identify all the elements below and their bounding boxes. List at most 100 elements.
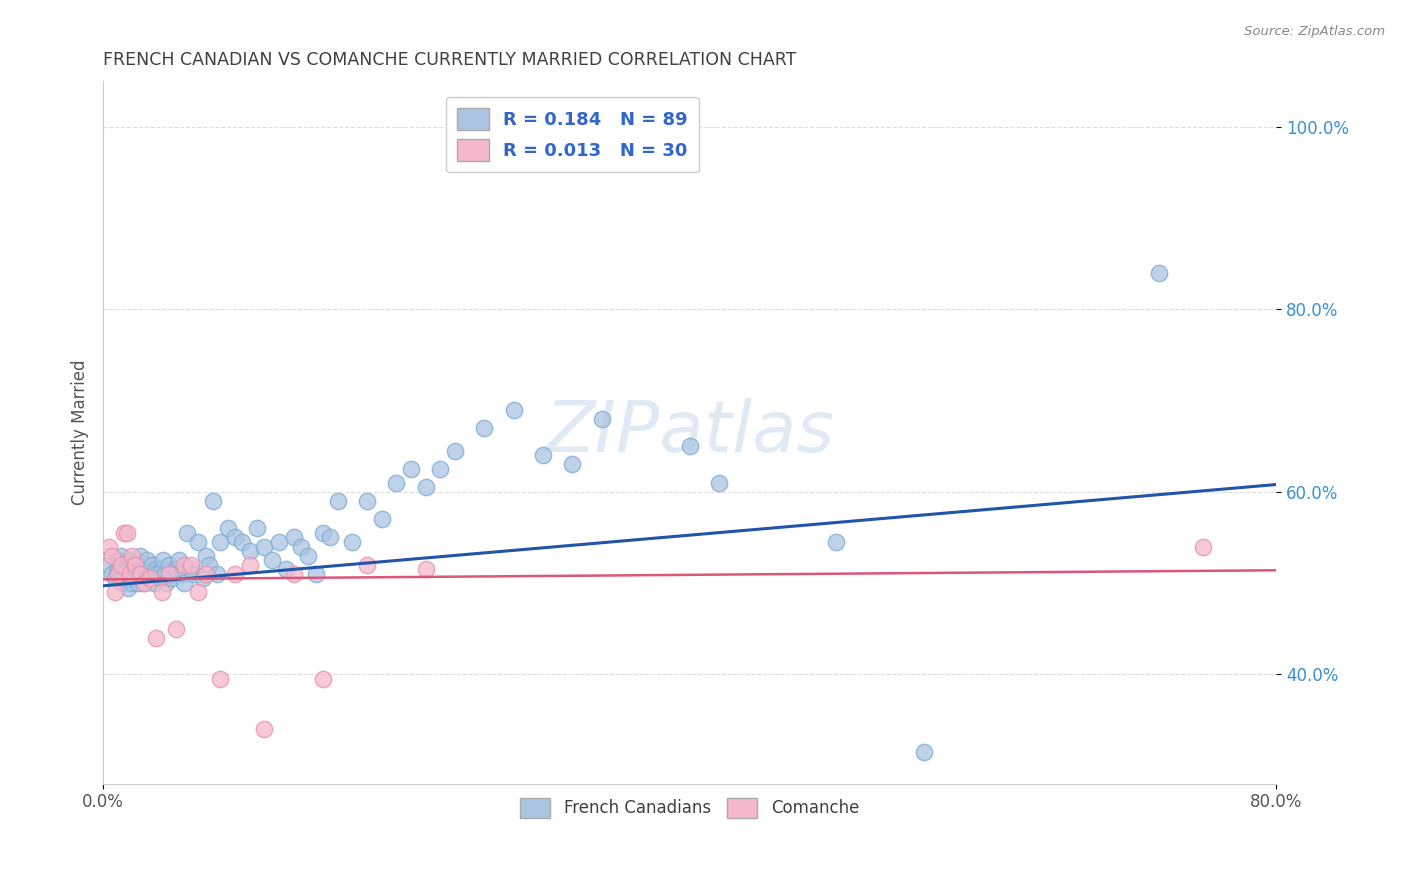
Point <box>143 576 166 591</box>
Point <box>187 535 209 549</box>
Legend: French Canadians, Comanche: French Canadians, Comanche <box>513 791 866 824</box>
Point <box>153 566 176 581</box>
Point <box>444 443 467 458</box>
Point <box>160 572 183 586</box>
Point <box>157 566 180 581</box>
Point <box>531 448 554 462</box>
Point <box>202 494 225 508</box>
Point <box>121 549 143 563</box>
Point <box>117 581 139 595</box>
Point <box>128 558 150 572</box>
Point <box>180 562 202 576</box>
Point <box>104 572 127 586</box>
Point <box>136 553 159 567</box>
Point <box>197 558 219 572</box>
Point <box>121 566 143 581</box>
Point <box>183 566 205 581</box>
Point <box>312 672 335 686</box>
Point <box>217 521 239 535</box>
Point <box>114 558 136 572</box>
Point <box>305 566 328 581</box>
Point <box>127 576 149 591</box>
Point <box>155 576 177 591</box>
Point <box>326 494 349 508</box>
Point <box>120 553 142 567</box>
Point <box>239 558 262 572</box>
Point <box>342 535 364 549</box>
Point <box>399 462 422 476</box>
Point <box>825 535 848 549</box>
Point <box>591 412 613 426</box>
Point <box>159 566 181 581</box>
Point <box>209 672 232 686</box>
Point <box>115 562 138 576</box>
Point <box>128 549 150 563</box>
Point <box>209 535 232 549</box>
Point <box>312 525 335 540</box>
Point <box>136 562 159 576</box>
Point <box>169 553 191 567</box>
Y-axis label: Currently Married: Currently Married <box>72 359 89 505</box>
Point <box>98 540 121 554</box>
Point <box>912 745 935 759</box>
Point <box>134 576 156 591</box>
Text: FRENCH CANADIAN VS COMANCHE CURRENTLY MARRIED CORRELATION CHART: FRENCH CANADIAN VS COMANCHE CURRENTLY MA… <box>103 51 797 69</box>
Point <box>124 572 146 586</box>
Point <box>134 576 156 591</box>
Point <box>165 562 187 576</box>
Point <box>101 566 124 581</box>
Point <box>260 553 283 567</box>
Point <box>107 562 129 576</box>
Point <box>145 562 167 576</box>
Point <box>283 566 305 581</box>
Point <box>180 558 202 572</box>
Point <box>385 475 408 490</box>
Point <box>157 558 180 572</box>
Point <box>267 535 290 549</box>
Point <box>148 572 170 586</box>
Point <box>173 576 195 591</box>
Text: ZIPatlas: ZIPatlas <box>546 398 834 467</box>
Point <box>112 525 135 540</box>
Point <box>231 535 253 549</box>
Point <box>1191 540 1213 554</box>
Point <box>138 572 160 586</box>
Point <box>472 421 495 435</box>
Point <box>98 558 121 572</box>
Point <box>128 566 150 581</box>
Point <box>1147 266 1170 280</box>
Point <box>191 572 214 586</box>
Point <box>224 566 246 581</box>
Point <box>561 458 583 472</box>
Point <box>224 531 246 545</box>
Point <box>104 585 127 599</box>
Point <box>139 572 162 586</box>
Point <box>111 576 134 591</box>
Point <box>165 622 187 636</box>
Point <box>415 480 437 494</box>
Point <box>356 494 378 508</box>
Point <box>129 566 152 581</box>
Point <box>194 549 217 563</box>
Point <box>290 540 312 554</box>
Point <box>124 558 146 572</box>
Point <box>246 521 269 535</box>
Point <box>145 631 167 645</box>
Point <box>118 572 141 586</box>
Point <box>187 585 209 599</box>
Point <box>101 549 124 563</box>
Point <box>125 566 148 581</box>
Point <box>678 439 700 453</box>
Point <box>173 558 195 572</box>
Point <box>150 585 173 599</box>
Point <box>112 566 135 581</box>
Point <box>239 544 262 558</box>
Point <box>276 562 298 576</box>
Point <box>415 562 437 576</box>
Point <box>283 531 305 545</box>
Point <box>152 553 174 567</box>
Point <box>253 540 276 554</box>
Point <box>139 566 162 581</box>
Point <box>297 549 319 563</box>
Point <box>370 512 392 526</box>
